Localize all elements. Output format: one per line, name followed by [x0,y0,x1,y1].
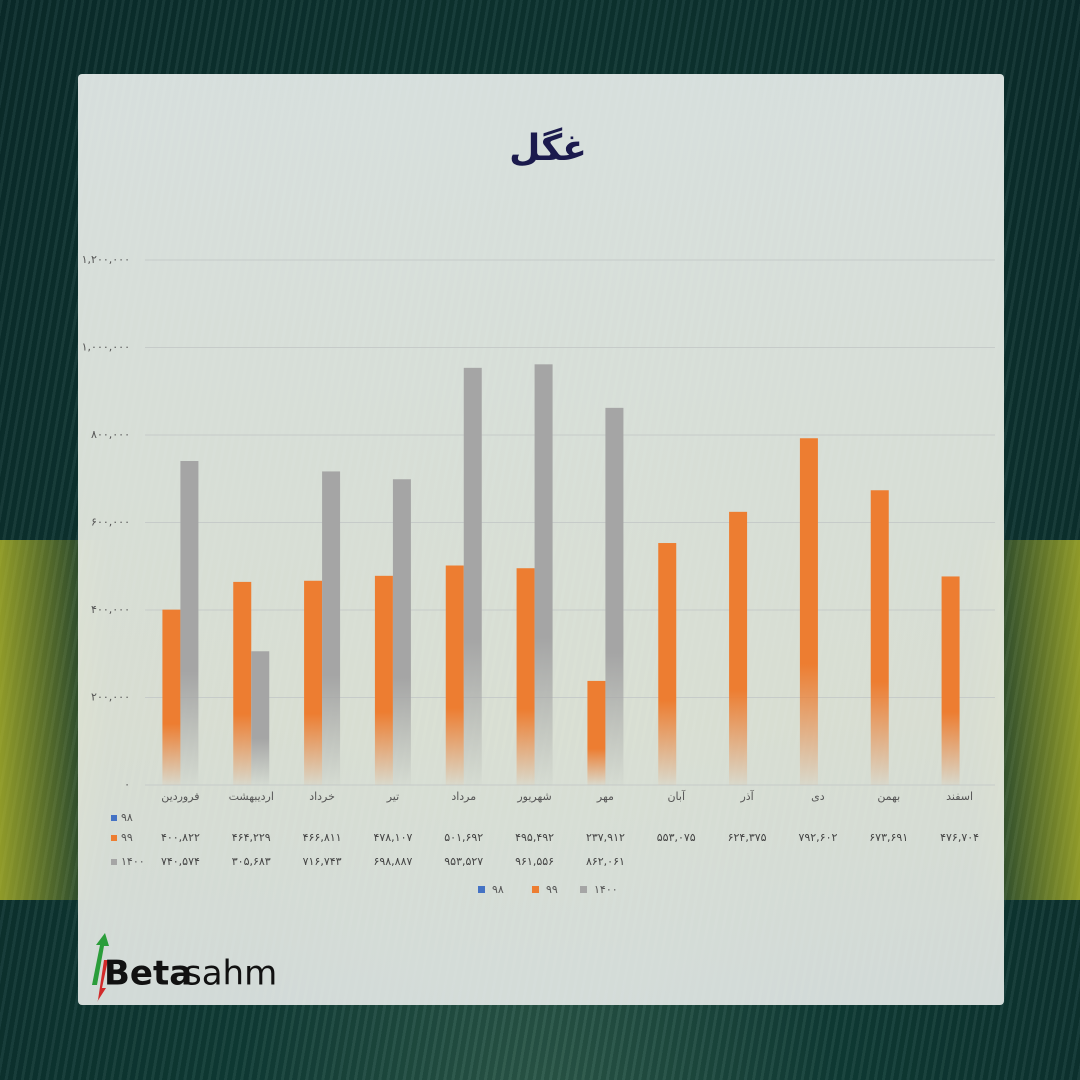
bar [322,471,341,785]
x-tick-label: فروردین [161,790,199,803]
y-tick-label: ۴۰۰,۰۰۰ [91,603,130,616]
table-value: ۲۳۷,۹۱۲ [586,831,625,844]
bar [251,651,270,785]
bar [799,438,818,785]
table-value: ۴۶۶,۸۱۱ [303,831,342,844]
table-value: ۴۷۶,۷۰۴ [940,831,979,844]
bar [162,609,181,785]
y-tick-label: ۶۰۰,۰۰۰ [91,516,130,529]
bar [941,576,960,785]
bar [534,364,553,785]
logo-arrow-down [97,960,108,1002]
y-tick-label: ۱,۲۰۰,۰۰۰ [82,253,130,266]
y-tick-label: ۲۰۰,۰۰۰ [91,691,130,704]
bar [463,367,482,785]
table-value: ۹۵۳,۵۲۷ [444,855,483,868]
legend-key [532,886,539,893]
x-tick-label: خرداد [309,790,335,803]
table-value: ۳۰۵,۶۸۳ [232,855,271,868]
bar [658,543,677,785]
logo-light: sahm [184,954,277,994]
table-value: ۷۱۶,۷۴۳ [303,855,342,868]
bar [587,680,606,785]
bar [445,565,464,785]
bar [180,460,199,785]
bar [233,581,252,785]
legend-key [478,886,485,893]
table-value: ۴۹۵,۴۹۲ [515,831,554,844]
x-tick-label: مرداد [451,790,476,803]
x-tick-label: آذر [739,789,754,803]
table-value: ۹۶۱,۵۵۶ [515,855,554,868]
table-legend-key [111,859,117,865]
logo-arrow-up [92,933,109,985]
x-tick-label: بهمن [877,790,900,803]
legend-label: ۱۴۰۰ [594,883,618,896]
x-tick-label: دی [811,790,825,803]
table-value: ۶۲۴,۳۷۵ [728,831,767,844]
x-tick-label: شهریور [516,790,551,803]
x-tick-label: اردیبهشت [229,790,274,803]
x-tick-label: آبان [667,789,685,803]
y-tick-label: ۰ [124,778,130,791]
bar [374,575,393,785]
table-row-header: ۱۴۰۰ [121,855,145,868]
legend-label: ۹۸ [492,883,504,896]
table-value: ۵۵۳,۰۷۵ [657,831,696,844]
bar [516,568,535,785]
logo-bold: Beta [104,954,192,994]
table-value: ۴۷۸,۱۰۷ [373,831,412,844]
table-value: ۴۶۴,۲۲۹ [232,831,271,844]
table-value: ۶۹۸,۸۸۷ [373,855,412,868]
x-tick-label: اسفند [946,790,973,803]
bar [392,479,411,785]
bar [870,490,889,785]
chart-title: غگل [509,127,587,169]
table-value: ۸۶۲,۰۶۱ [586,855,625,868]
table-value: ۶۷۳,۶۹۱ [869,831,908,844]
y-tick-label: ۱,۰۰۰,۰۰۰ [82,341,130,354]
table-row-header: ۹۹ [121,831,133,844]
logo: Beta sahm [92,933,277,1002]
legend-key [580,886,587,893]
table-value: ۴۰۰,۸۲۲ [161,831,200,844]
x-tick-label: مهر [596,790,614,803]
table-value: ۷۴۰,۵۷۴ [161,855,200,868]
bar [304,580,323,785]
x-tick-label: تیر [386,790,399,803]
table-legend-key [111,835,117,841]
table-value: ۵۰۱,۶۹۲ [444,831,483,844]
y-tick-label: ۸۰۰,۰۰۰ [91,428,130,441]
bar [729,511,748,785]
table-legend-key [111,815,117,821]
table-value: ۷۹۲,۶۰۲ [798,831,837,844]
table-row-header: ۹۸ [121,811,133,824]
bar [605,407,624,785]
legend-label: ۹۹ [546,883,558,896]
